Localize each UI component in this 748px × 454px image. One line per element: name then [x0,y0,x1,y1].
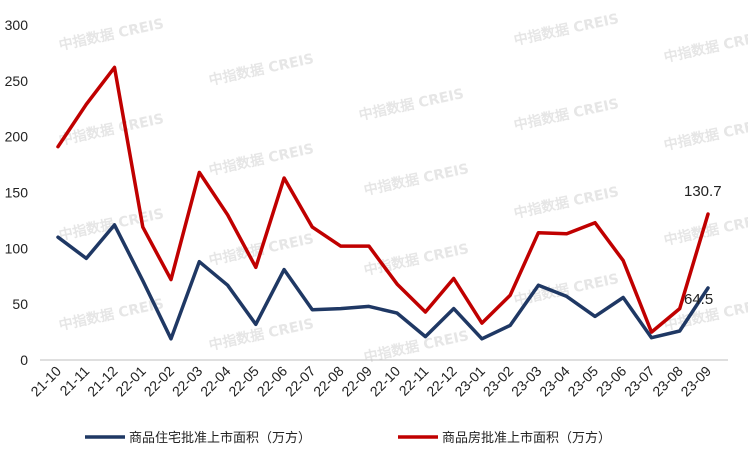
watermark-text: 中指数据 CREIS [662,27,748,66]
watermark-text: 中指数据 CREIS [207,140,315,179]
watermark-text: 中指数据 CREIS [207,50,315,89]
x-tick-label: 23-09 [677,363,714,400]
x-tick-label: 22-01 [112,363,149,400]
x-tick-label: 22-12 [423,363,460,400]
x-tick-label: 22-06 [254,363,291,400]
legend-label: 商品住宅批准上市面积（万方） [129,430,311,446]
end-data-label: 64.5 [684,291,713,308]
watermark-text: 中指数据 CREIS [57,110,165,149]
end-data-label: 130.7 [684,183,722,200]
watermark-text: 中指数据 CREIS [662,115,748,154]
x-tick-label: 23-03 [508,363,545,400]
watermark-text: 中指数据 CREIS [512,183,620,222]
x-tick-label: 23-06 [593,363,630,400]
x-tick-label: 22-04 [197,363,234,400]
y-tick-label: 150 [5,185,29,201]
y-tick-label: 100 [5,240,29,256]
watermark-text: 中指数据 CREIS [362,160,470,199]
watermark-text: 中指数据 CREIS [512,95,620,134]
x-axis-ticks: 21-1021-1121-1222-0122-0222-0322-0422-05… [27,363,714,400]
y-tick-label: 300 [5,17,29,33]
data-labels: 64.5 130.7 [684,183,722,308]
y-tick-label: 0 [20,352,28,368]
watermark-text: 中指数据 CREIS [57,15,165,54]
legend: 商品住宅批准上市面积（万方） 商品房批准上市面积（万方） [85,430,611,446]
x-tick-label: 22-08 [310,363,347,400]
series-line [56,65,710,334]
series-layer [56,65,710,341]
x-tick-label: 22-11 [396,363,432,399]
x-tick-label: 22-09 [338,363,375,400]
y-tick-label: 200 [5,129,29,145]
watermark-text: 中指数据 CREIS [512,270,620,309]
x-tick-label: 21-10 [27,363,64,400]
x-tick-label: 23-04 [536,363,573,400]
x-tick-label: 23-07 [621,363,658,400]
y-axis-ticks: 0 50 100 150 200 250 300 [5,17,29,368]
x-tick-label: 21-12 [84,363,121,400]
x-tick-label: 23-08 [649,363,686,400]
x-tick-label: 23-05 [564,363,601,400]
y-tick-label: 50 [12,296,28,312]
x-tick-label: 22-03 [169,363,206,400]
watermark-text: 中指数据 CREIS [57,295,165,334]
x-tick-label: 22-10 [367,363,404,400]
watermark-text: 中指数据 CREIS [357,85,465,124]
watermark-text: 中指数据 CREIS [512,10,620,49]
x-tick-label: 23-01 [451,363,488,400]
x-tick-label: 22-02 [141,363,178,400]
x-tick-label: 23-02 [480,363,517,400]
legend-label: 商品房批准上市面积（万方） [442,430,611,446]
watermark-text: 中指数据 CREIS [207,315,315,354]
series-line [56,223,710,341]
x-tick-label: 22-07 [282,363,319,400]
y-tick-label: 250 [5,73,29,89]
x-tick-label: 22-05 [225,363,262,400]
x-tick-label: 21-11 [56,363,92,399]
